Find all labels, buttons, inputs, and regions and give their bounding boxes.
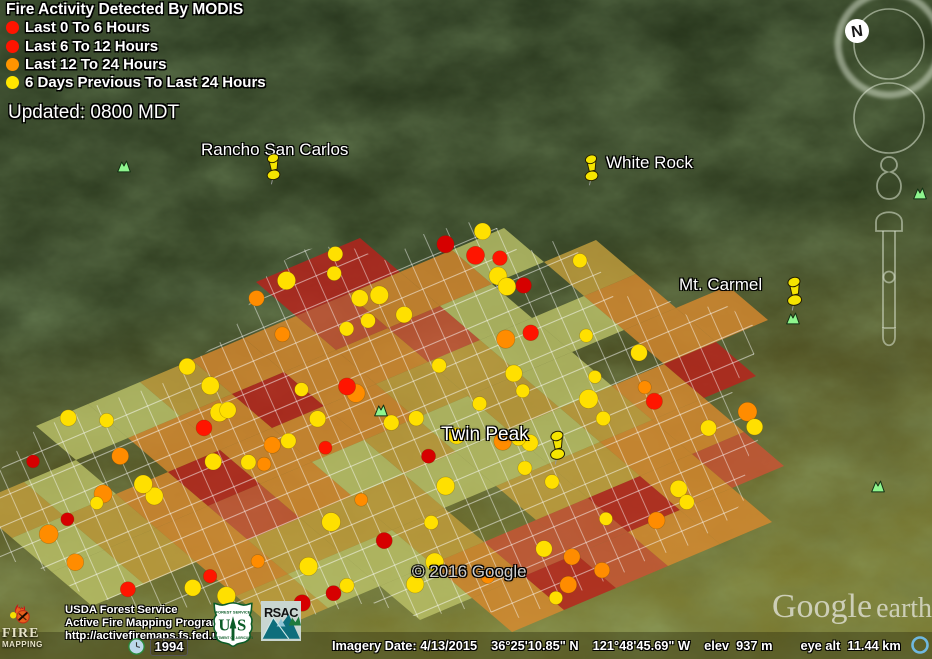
svg-text:RSAC: RSAC — [264, 605, 298, 620]
svg-text:S: S — [237, 616, 246, 635]
svg-text:FOREST SERVICE: FOREST SERVICE — [216, 609, 251, 614]
svg-text:DEPARTMENT OF AGRICULTURE: DEPARTMENT OF AGRICULTURE — [213, 636, 253, 640]
svg-text:U: U — [218, 616, 230, 635]
